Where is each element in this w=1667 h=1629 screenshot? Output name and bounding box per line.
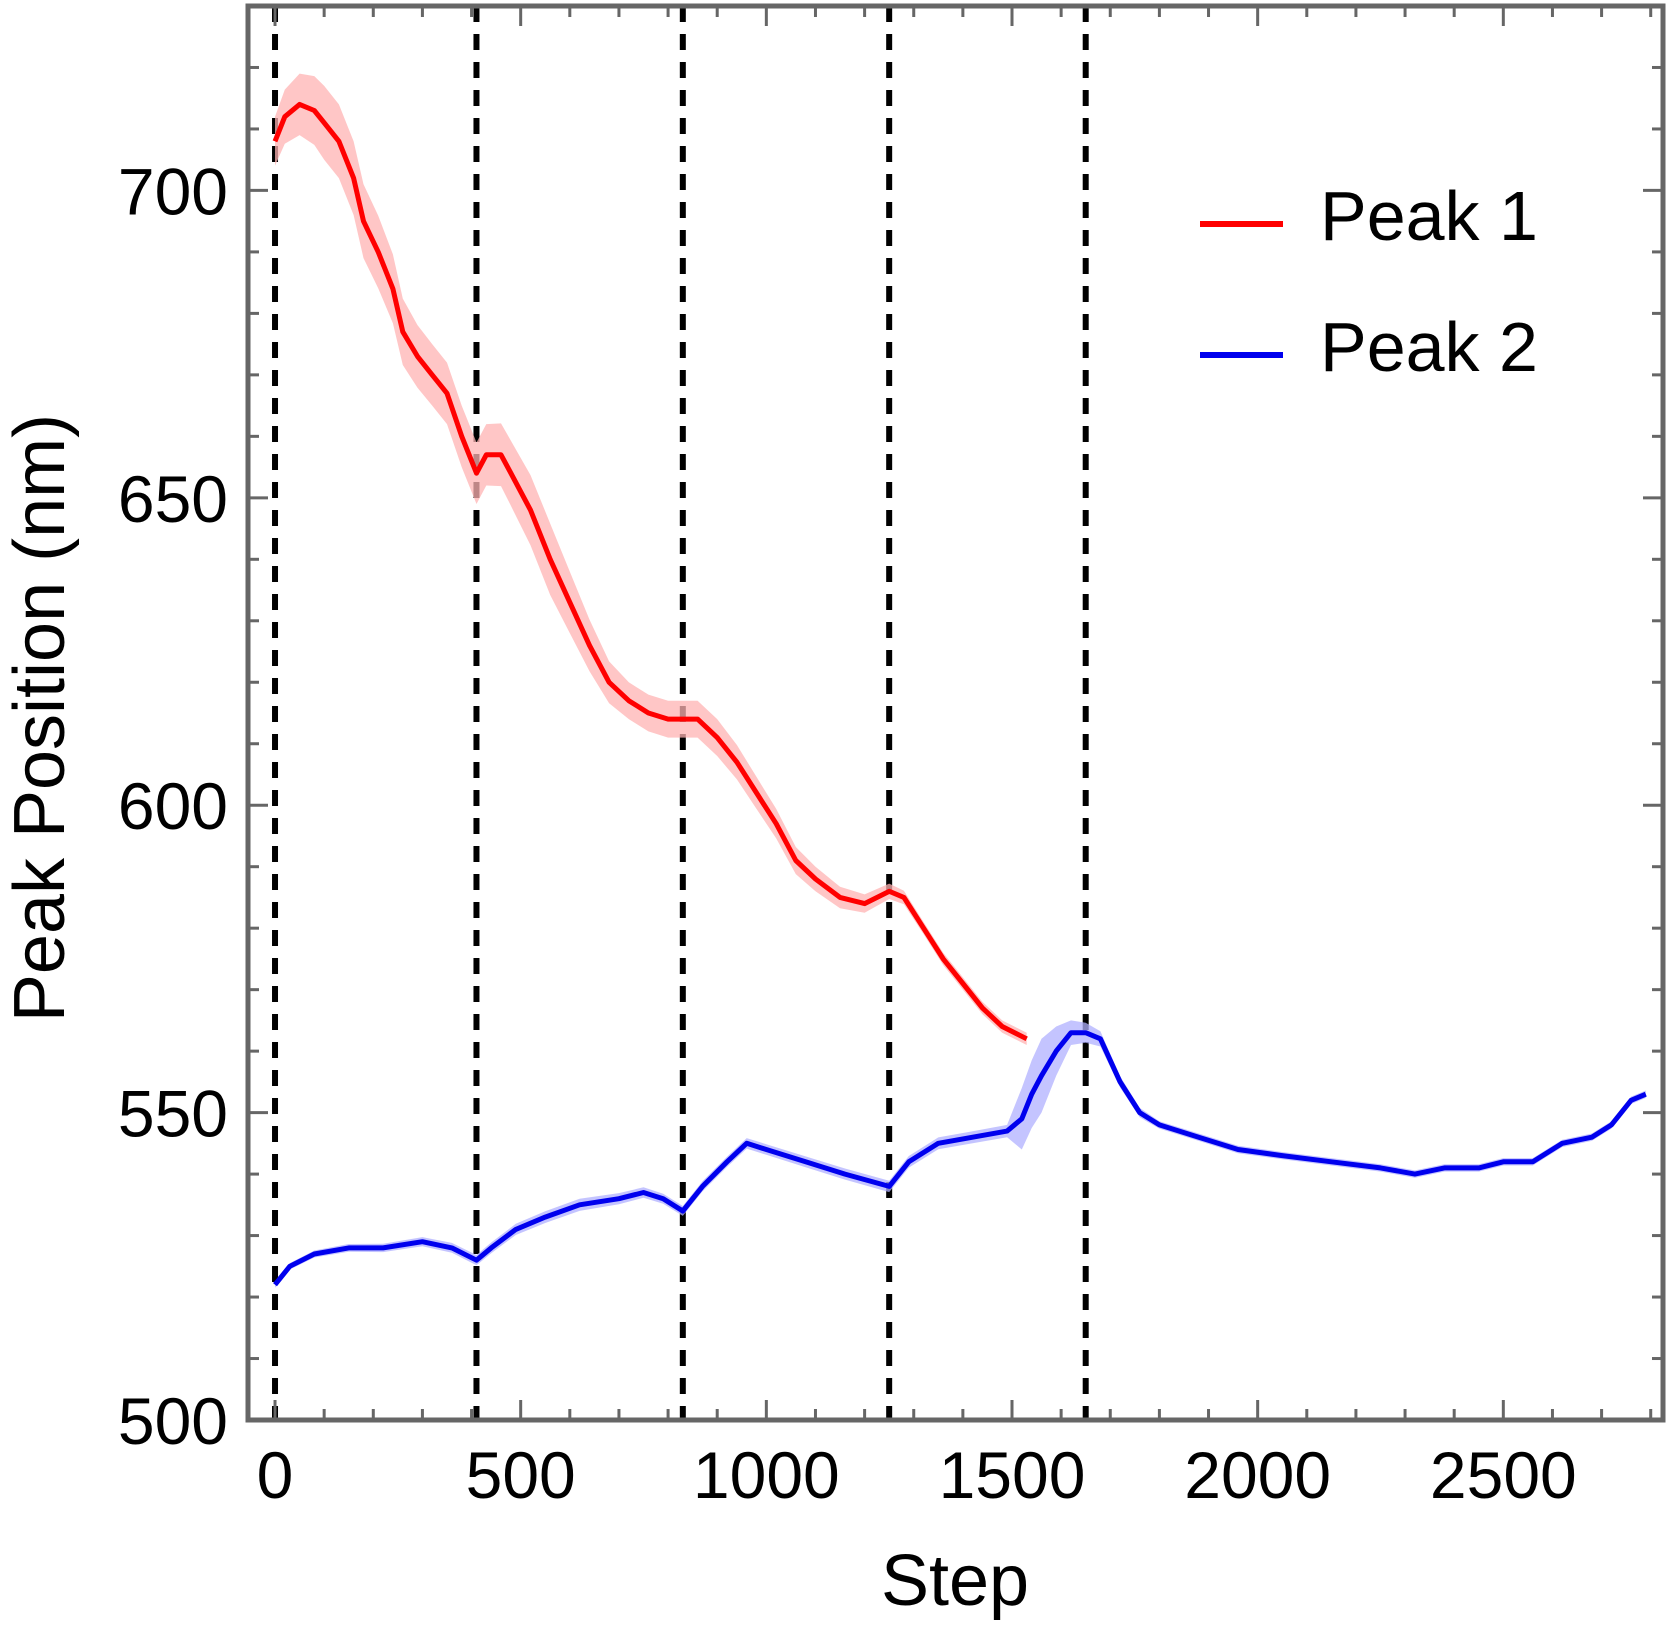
plot-frame [245, 3, 1666, 1423]
series-line-peak-1 [272, 101, 1028, 1042]
x-axis-title: Step [881, 1541, 1029, 1621]
x-tick-label: 2000 [1184, 1438, 1331, 1512]
frame-rect [245, 3, 1666, 1423]
y-tick-label: 650 [118, 462, 228, 536]
y-tick-label: 700 [118, 154, 228, 228]
tick-labels: 0 500 1000 1500 2000 2500 500 550 600 650 700 [118, 154, 1577, 1512]
x-tick-label: 2500 [1430, 1438, 1577, 1512]
y-tick-label: 550 [118, 1077, 228, 1151]
legend: Peak 1 Peak 2 [1200, 177, 1538, 386]
axis-ticks [248, 4, 1663, 1422]
y-tick-label: 600 [118, 769, 228, 843]
band-peak-2 [275, 1020, 1646, 1288]
band-peak-1 [275, 73, 1027, 1046]
y-tick-label: 500 [118, 1384, 228, 1458]
x-tick-label: 500 [466, 1438, 576, 1512]
series-line-peak-2 [273, 1030, 1647, 1287]
legend-label-peak-2: Peak 2 [1320, 308, 1538, 386]
x-tick-label: 1500 [939, 1438, 1086, 1512]
series-lines [272, 101, 1647, 1287]
legend-label-peak-1: Peak 1 [1320, 177, 1538, 255]
uncertainty-bands [275, 73, 1646, 1288]
y-axis-title: Peak Position (nm) [0, 414, 80, 1022]
x-tick-label: 1000 [693, 1438, 840, 1512]
x-tick-label: 0 [257, 1438, 294, 1512]
